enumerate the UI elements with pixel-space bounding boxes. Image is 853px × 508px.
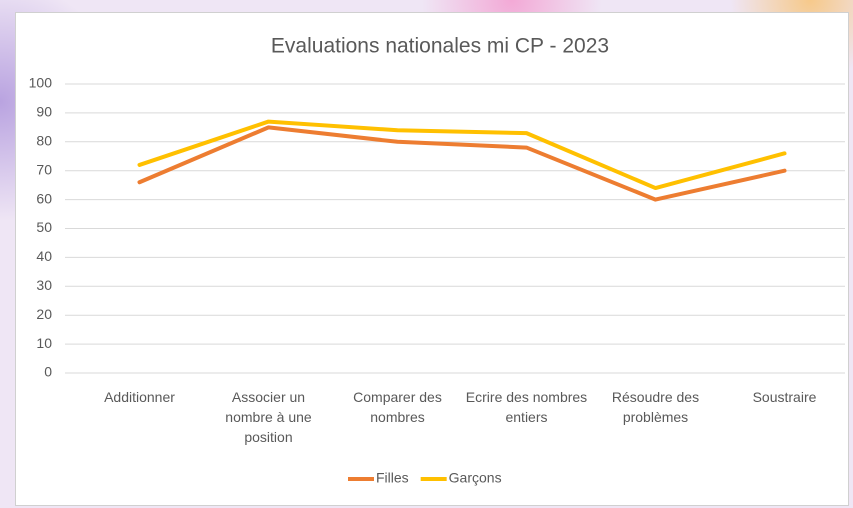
x-tick-label: Résoudre des problèmes <box>611 389 700 425</box>
chart-title: Evaluations nationales mi CP - 2023 <box>271 35 609 58</box>
series-line <box>137 119 787 191</box>
chart-area <box>15 12 849 506</box>
y-tick-label: 100 <box>29 75 53 91</box>
y-tick-label: 50 <box>36 219 52 235</box>
x-tick-label: Associer un nombre à une position <box>225 389 312 445</box>
y-tick-label: 60 <box>36 190 52 206</box>
x-tick-label: Additionner <box>104 389 175 405</box>
y-tick-label: 40 <box>36 248 52 264</box>
y-tick-label: 10 <box>36 335 52 351</box>
x-tick-label: Comparer des nombres <box>353 389 442 425</box>
series-line <box>137 125 787 202</box>
y-tick-label: 70 <box>36 161 52 177</box>
y-tick-label: 20 <box>36 306 52 322</box>
x-tick-label: Soustraire <box>752 389 817 405</box>
legend-label: Garçons <box>449 470 502 486</box>
y-tick-label: 90 <box>36 104 52 120</box>
legend-label: Filles <box>376 470 409 486</box>
y-tick-label: 30 <box>36 277 52 293</box>
y-tick-label: 0 <box>44 364 52 380</box>
y-tick-label: 80 <box>36 133 52 149</box>
x-tick-label: Ecrire des nombres entiers <box>465 389 588 425</box>
